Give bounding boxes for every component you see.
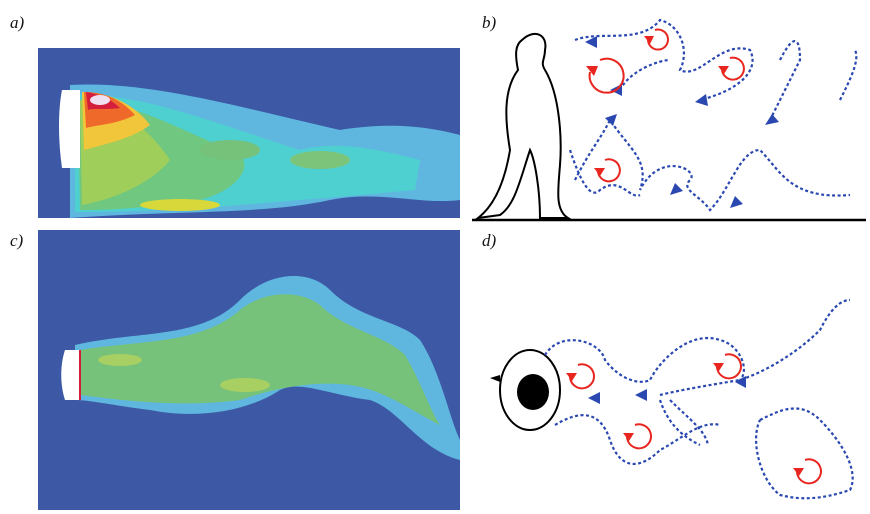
- panel-label: d): [482, 231, 497, 250]
- panel-label: c): [10, 231, 24, 250]
- contour-plot: [38, 48, 460, 218]
- figure: a) b) c) d): [0, 0, 870, 514]
- panel-label: b): [482, 13, 497, 32]
- flow-sketch: [490, 300, 853, 498]
- flow-sketch: [472, 20, 866, 220]
- panel-label: a): [10, 13, 25, 32]
- contour-plot: [38, 230, 460, 510]
